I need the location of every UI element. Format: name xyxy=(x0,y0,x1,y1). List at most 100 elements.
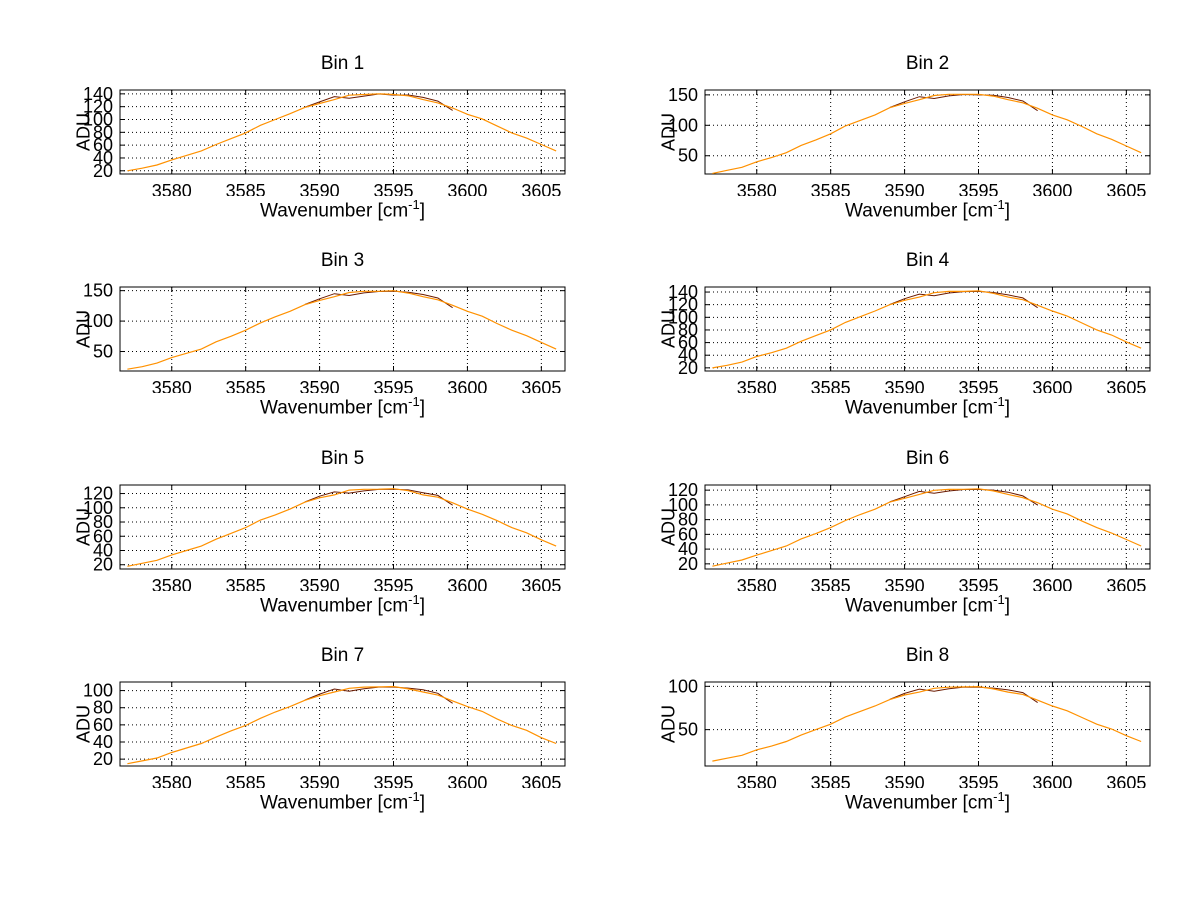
svg-text:60: 60 xyxy=(93,135,113,155)
svg-text:3580: 3580 xyxy=(737,181,777,196)
svg-text:3600: 3600 xyxy=(1032,181,1072,196)
subplot-bin-5: Bin 5 ADU 3580 3585 3590 3595 3600 3605 20 40 60… xyxy=(60,440,600,637)
svg-text:3600: 3600 xyxy=(1032,576,1072,591)
svg-text:3605: 3605 xyxy=(1106,576,1146,591)
svg-text:100: 100 xyxy=(668,678,698,696)
svg-text:3600: 3600 xyxy=(447,181,487,196)
svg-text:3585: 3585 xyxy=(226,576,266,591)
svg-text:3585: 3585 xyxy=(226,378,266,393)
subplot-bin-3: Bin 3 ADU 3580 3585 3590 3595 3600 3605 50 100 1… xyxy=(60,242,600,439)
svg-text:3580: 3580 xyxy=(737,576,777,591)
subplot-bin-6: Bin 6 ADU 3580 3585 3590 3595 3600 3605 20 40 60… xyxy=(645,440,1185,637)
svg-text:150: 150 xyxy=(668,86,698,105)
svg-text:80: 80 xyxy=(93,512,113,532)
x-axis-label: Wavenumber [cm-1] xyxy=(259,197,425,222)
plot-area: 3580 3585 3590 3595 3600 3605 50 100 150 xyxy=(668,86,1151,196)
plot-area: 3580 3585 3590 3595 3600 3605 2040608010012014… xyxy=(83,86,566,196)
svg-text:60: 60 xyxy=(93,526,113,546)
plot-title: Bin 6 xyxy=(905,448,950,469)
svg-text:3595: 3595 xyxy=(958,773,998,788)
svg-text:3590: 3590 xyxy=(885,378,925,393)
svg-text:3595: 3595 xyxy=(958,181,998,196)
svg-text:40: 40 xyxy=(93,148,113,168)
svg-text:20: 20 xyxy=(678,358,698,378)
svg-text:3605: 3605 xyxy=(1106,181,1146,196)
svg-text:140: 140 xyxy=(668,283,698,302)
svg-text:100: 100 xyxy=(668,307,698,327)
svg-text:40: 40 xyxy=(93,732,113,752)
subplot-bin-1: Bin 1 ADU 3580 3585 3590 3595 3600 3605 20 40 60… xyxy=(60,45,600,242)
svg-text:100: 100 xyxy=(668,495,698,515)
svg-text:80: 80 xyxy=(678,320,698,340)
svg-text:3580: 3580 xyxy=(152,576,192,591)
svg-text:60: 60 xyxy=(678,524,698,544)
svg-text:120: 120 xyxy=(83,484,113,504)
subplot-bin-7: Bin 7 ADU 3580 3585 3590 3595 3600 3605 20 40 60… xyxy=(60,637,600,834)
subplot-bin-4: Bin 4 ADU 3580 3585 3590 3595 3600 3605 20 40 60… xyxy=(645,242,1185,439)
svg-text:20: 20 xyxy=(93,749,113,769)
svg-text:3580: 3580 xyxy=(152,773,192,788)
svg-text:3600: 3600 xyxy=(1032,773,1072,788)
svg-text:3580: 3580 xyxy=(737,378,777,393)
svg-text:120: 120 xyxy=(83,97,113,117)
svg-text:3605: 3605 xyxy=(1106,773,1146,788)
svg-text:3590: 3590 xyxy=(885,773,925,788)
plot-title: Bin 3 xyxy=(320,250,365,271)
plot-title: Bin 5 xyxy=(320,448,365,469)
svg-text:3590: 3590 xyxy=(300,576,340,591)
svg-text:3590: 3590 xyxy=(300,773,340,788)
svg-text:3590: 3590 xyxy=(300,378,340,393)
svg-text:60: 60 xyxy=(93,715,113,735)
svg-text:3585: 3585 xyxy=(811,181,851,196)
plot-area: 3580 3585 3590 3595 3600 3605 50 100 xyxy=(668,678,1151,788)
svg-text:3605: 3605 xyxy=(521,181,561,196)
svg-text:3605: 3605 xyxy=(521,773,561,788)
svg-text:3605: 3605 xyxy=(521,576,561,591)
svg-text:3595: 3595 xyxy=(373,576,413,591)
plot-area: 3580 3585 3590 3595 3600 3605 50 100 150 xyxy=(83,283,566,393)
svg-text:120: 120 xyxy=(668,295,698,315)
svg-text:3585: 3585 xyxy=(226,773,266,788)
svg-text:140: 140 xyxy=(83,86,113,104)
x-axis-label: Wavenumber [cm-1] xyxy=(844,789,1010,814)
plot-title: Bin 2 xyxy=(905,53,950,74)
svg-text:3595: 3595 xyxy=(373,773,413,788)
x-axis-label: Wavenumber [cm-1] xyxy=(844,197,1010,222)
svg-text:3595: 3595 xyxy=(373,378,413,393)
svg-text:3600: 3600 xyxy=(447,773,487,788)
subplot-bin-8: Bin 8 ADU 3580 3585 3590 3595 3600 3605 50 100 … xyxy=(645,637,1185,834)
svg-text:3590: 3590 xyxy=(300,181,340,196)
svg-text:40: 40 xyxy=(678,539,698,559)
plot-area: 3580 3585 3590 3595 3600 3605 2040608010012014… xyxy=(668,283,1151,393)
svg-text:3605: 3605 xyxy=(521,378,561,393)
svg-text:3590: 3590 xyxy=(885,576,925,591)
svg-text:40: 40 xyxy=(678,345,698,365)
svg-text:3585: 3585 xyxy=(811,773,851,788)
svg-text:100: 100 xyxy=(83,498,113,518)
svg-text:20: 20 xyxy=(678,554,698,574)
x-axis-label: Wavenumber [cm-1] xyxy=(259,592,425,617)
svg-text:100: 100 xyxy=(668,115,698,135)
plot-title: Bin 1 xyxy=(320,53,365,74)
svg-text:150: 150 xyxy=(83,283,113,301)
svg-text:100: 100 xyxy=(83,311,113,331)
x-axis-label: Wavenumber [cm-1] xyxy=(844,394,1010,419)
svg-text:3580: 3580 xyxy=(152,378,192,393)
svg-text:3595: 3595 xyxy=(958,378,998,393)
svg-text:3605: 3605 xyxy=(1106,378,1146,393)
svg-text:3580: 3580 xyxy=(152,181,192,196)
x-axis-label: Wavenumber [cm-1] xyxy=(259,789,425,814)
svg-text:50: 50 xyxy=(678,146,698,166)
plot-title: Bin 7 xyxy=(320,645,365,666)
svg-text:100: 100 xyxy=(83,109,113,129)
svg-text:3590: 3590 xyxy=(885,181,925,196)
x-axis-label: Wavenumber [cm-1] xyxy=(844,592,1010,617)
svg-text:80: 80 xyxy=(93,698,113,718)
svg-text:3585: 3585 xyxy=(811,378,851,393)
plot-title: Bin 4 xyxy=(905,250,950,271)
svg-text:3585: 3585 xyxy=(811,576,851,591)
